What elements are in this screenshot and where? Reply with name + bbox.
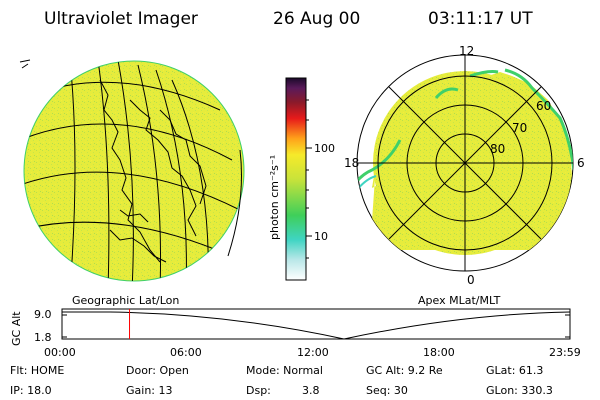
mlt-label-dusk: 18 (344, 156, 359, 170)
mlt-label-dawn: 6 (577, 156, 585, 170)
date-label: 26 Aug 00 (273, 9, 360, 29)
grid-lon-line (117, 61, 134, 281)
mlt-label-noon: 12 (459, 44, 474, 58)
colorbar-tick-label: 100 (314, 142, 335, 155)
status-flight: Flt: HOME (10, 364, 64, 377)
status-dsp-label: Dsp: (246, 384, 271, 397)
coastline (99, 79, 161, 263)
status-dsp-value: 3.8 (302, 384, 320, 397)
orbit-y-tick: 1.8 (34, 331, 52, 344)
grid-mlt-line (388, 86, 542, 240)
app-title: Ultraviolet Imager (44, 9, 198, 29)
orbit-timeline[interactable]: GC Alt 9.0 1.8 00:00 06:00 12:00 18:00 2… (10, 308, 581, 359)
time-label: 03:11:17 UT (428, 9, 533, 29)
coastline (109, 229, 167, 263)
coastline (159, 109, 207, 205)
coastline (119, 209, 149, 223)
status-door: Door: Open (126, 364, 189, 377)
status-ip: IP: 18.0 (10, 384, 52, 397)
grid-fragment (19, 59, 31, 69)
orbit-x-tick: 12:00 (297, 346, 329, 359)
left-panel-caption: Geographic Lat/Lon (72, 294, 179, 307)
grid-lon-line (69, 61, 76, 281)
lat-label: 70 (512, 121, 527, 135)
coastline (129, 99, 197, 237)
orbit-x-tick: 06:00 (170, 346, 202, 359)
orbit-altitude-curve (62, 311, 571, 340)
auroral-oval-edge (357, 68, 573, 191)
lat-label: 60 (536, 99, 551, 113)
colorbar-tick-label: 10 (314, 230, 328, 243)
grid-edge-line (227, 149, 242, 257)
orbit-x-tick: 18:00 (423, 346, 455, 359)
lat-label: 80 (490, 142, 505, 156)
orbit-y-tick: 9.0 (34, 308, 52, 321)
colorbar-axis-label: photon cm⁻²s⁻¹ (268, 155, 281, 240)
orbit-plot-frame (61, 308, 571, 340)
right-panel-caption: Apex MLat/MLT (418, 294, 501, 307)
status-gc-alt: GC Alt: 9.2 Re (366, 364, 443, 377)
status-glat: GLat: 61.3 (486, 364, 543, 377)
orbit-x-tick: 00:00 (44, 346, 76, 359)
status-panel: Flt: HOME IP: 18.0 Door: Open Gain: 13 M… (10, 364, 553, 397)
status-gain: Gain: 13 (126, 384, 173, 397)
grid-lon-line (137, 64, 162, 281)
colorbar: 100 10 photon cm⁻²s⁻¹ (268, 77, 335, 281)
geographic-image[interactable] (19, 59, 245, 290)
status-mode: Mode: Normal (246, 364, 323, 377)
polar-plot[interactable]: 12 18 6 0 60 70 80 (344, 44, 585, 287)
status-glon: GLon: 330.3 (486, 384, 553, 397)
grid-lon-line (97, 61, 110, 281)
orbit-axis-label: GC Alt (10, 311, 23, 346)
grid-lat-line (24, 123, 233, 161)
status-seq: Seq: 30 (366, 384, 408, 397)
orbit-x-tick: 23:59 (549, 346, 581, 359)
grid-lat-line (24, 221, 241, 261)
mlt-label-midnight: 0 (467, 273, 475, 287)
